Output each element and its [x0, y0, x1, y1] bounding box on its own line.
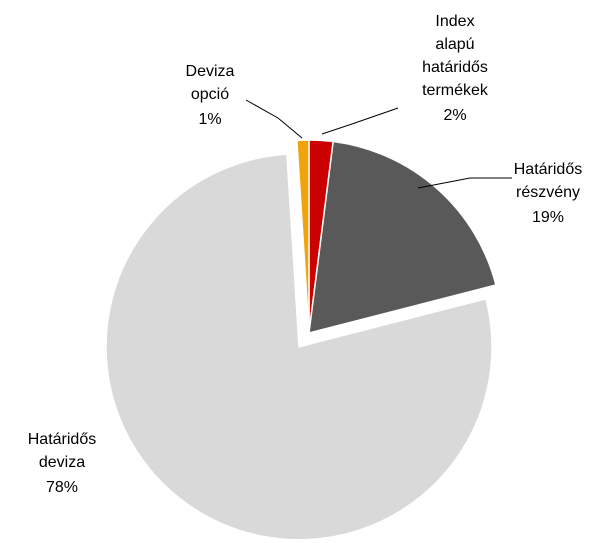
- label-line: Határidős: [514, 161, 582, 178]
- slice-label: Deviza opció: [186, 63, 235, 103]
- leader-line: [321, 107, 399, 135]
- label-line: Index: [435, 13, 474, 30]
- label-line: termékek: [422, 82, 489, 99]
- value-label: 78%: [46, 479, 78, 496]
- leader-line: [417, 177, 512, 189]
- pie-slice: [105, 153, 493, 541]
- label-line: deviza: [39, 454, 85, 471]
- label-line: opció: [191, 86, 229, 103]
- value-label: 19%: [532, 209, 564, 226]
- slice-label: Index alapú határidős termékek: [422, 13, 489, 99]
- pie-slice: [296, 139, 310, 334]
- label-line: határidős: [422, 59, 488, 76]
- leader-line: [245, 99, 303, 139]
- label-line: alapú: [435, 36, 474, 53]
- pie-slice: [308, 140, 497, 335]
- label-line: részvény: [516, 184, 580, 201]
- label-line: Deviza: [186, 63, 235, 80]
- slice-label: Határidős deviza: [28, 431, 96, 471]
- label-line: Határidős: [28, 431, 96, 448]
- value-label: 1%: [198, 111, 221, 128]
- slice-label: Határidős részvény: [514, 161, 582, 201]
- value-label: 2%: [443, 107, 466, 124]
